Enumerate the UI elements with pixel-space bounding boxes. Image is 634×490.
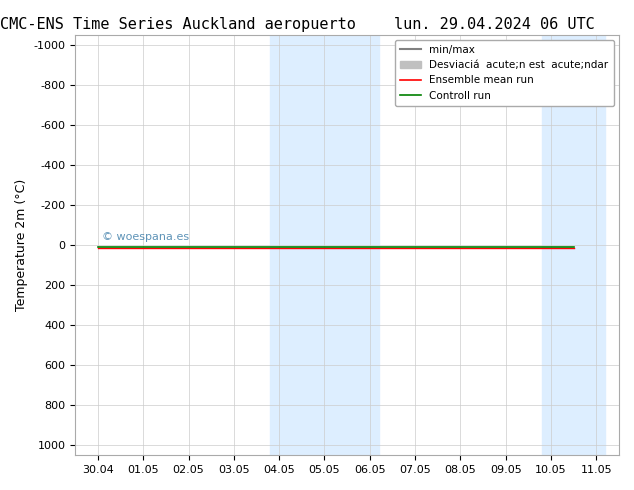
Y-axis label: Temperature 2m (°C): Temperature 2m (°C): [15, 179, 28, 311]
Text: lun. 29.04.2024 06 UTC: lun. 29.04.2024 06 UTC: [394, 17, 595, 32]
Legend: min/max, Desviaciá  acute;n est  acute;ndar, Ensemble mean run, Controll run: min/max, Desviaciá acute;n est acute;nda…: [395, 40, 614, 106]
Bar: [270, 35, 379, 455]
Text: CMC-ENS Time Series Auckland aeropuerto: CMC-ENS Time Series Auckland aeropuerto: [0, 17, 356, 32]
Bar: [542, 35, 605, 455]
Text: © woespana.es: © woespana.es: [103, 232, 190, 242]
